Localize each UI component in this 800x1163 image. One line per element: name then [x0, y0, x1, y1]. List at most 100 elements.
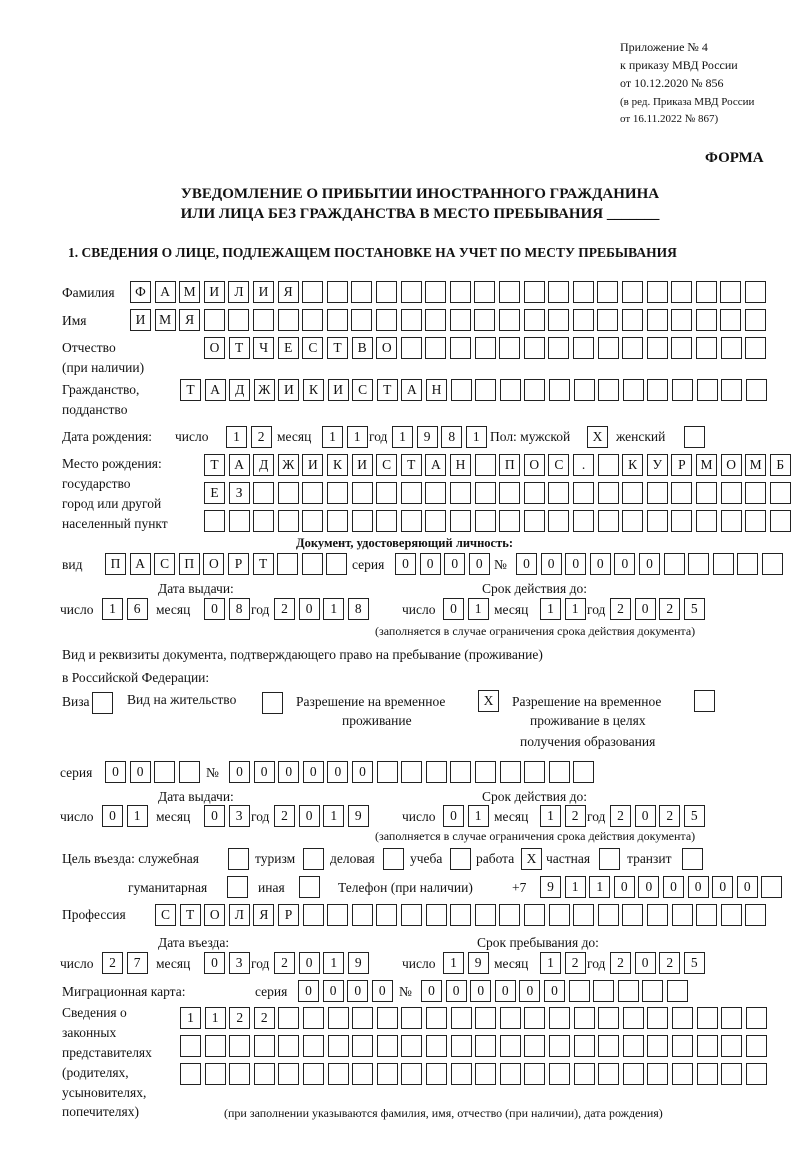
char-box[interactable] — [474, 482, 496, 504]
char-box[interactable]: 0 — [444, 553, 466, 575]
char-box[interactable]: Е — [277, 337, 299, 359]
char-box[interactable] — [646, 281, 668, 303]
char-box[interactable]: 0 — [468, 553, 490, 575]
checkbox[interactable]: X — [587, 426, 608, 448]
char-box[interactable]: И — [253, 281, 274, 303]
char-box[interactable]: Д — [229, 379, 251, 401]
char-box[interactable]: 0 — [102, 805, 123, 827]
char-box[interactable]: 0 — [614, 553, 636, 575]
char-box[interactable] — [573, 1007, 595, 1029]
char-box[interactable] — [617, 980, 639, 1002]
char-box[interactable] — [642, 980, 664, 1002]
char-box[interactable] — [597, 482, 619, 504]
char-box[interactable]: В — [351, 337, 373, 359]
char-box[interactable]: 1 — [180, 1007, 201, 1029]
char-box[interactable]: 2 — [659, 598, 681, 620]
checkbox[interactable]: X — [521, 848, 542, 870]
char-box[interactable]: Т — [400, 454, 422, 476]
char-box[interactable] — [622, 337, 644, 359]
char-box[interactable]: 1 — [564, 598, 586, 620]
char-box[interactable] — [302, 510, 324, 532]
char-box[interactable] — [474, 510, 496, 532]
char-box[interactable]: П — [178, 553, 200, 575]
char-box[interactable]: А — [154, 281, 176, 303]
char-box[interactable] — [745, 309, 766, 331]
char-box[interactable] — [671, 337, 693, 359]
char-box[interactable]: М — [745, 454, 767, 476]
char-box[interactable]: 1 — [126, 805, 148, 827]
char-box[interactable] — [302, 482, 324, 504]
char-box[interactable] — [745, 510, 767, 532]
char-box[interactable]: Л — [228, 281, 250, 303]
char-box[interactable]: Т — [180, 379, 201, 401]
char-box[interactable] — [695, 281, 717, 303]
char-box[interactable] — [228, 510, 250, 532]
char-box[interactable]: Р — [671, 454, 693, 476]
char-box[interactable] — [475, 761, 496, 783]
char-box[interactable]: 0 — [540, 553, 562, 575]
checkbox[interactable] — [383, 848, 404, 870]
char-box[interactable]: 0 — [443, 598, 464, 620]
char-box[interactable]: 0 — [204, 598, 225, 620]
char-box[interactable] — [327, 1063, 349, 1085]
char-box[interactable]: 0 — [736, 876, 758, 898]
char-box[interactable]: 1 — [226, 426, 247, 448]
checkbox[interactable] — [92, 692, 113, 714]
char-box[interactable]: Я — [253, 904, 275, 926]
char-box[interactable]: Ч — [253, 337, 275, 359]
checkbox[interactable] — [682, 848, 703, 870]
char-box[interactable] — [499, 761, 521, 783]
char-box[interactable]: 0 — [204, 805, 225, 827]
char-box[interactable]: 2 — [229, 1007, 251, 1029]
char-box[interactable] — [598, 1035, 620, 1057]
char-box[interactable]: 1 — [204, 1007, 226, 1029]
char-box[interactable] — [712, 553, 734, 575]
char-box[interactable]: 1 — [467, 805, 489, 827]
char-box[interactable]: И — [278, 379, 300, 401]
char-box[interactable] — [475, 1063, 497, 1085]
char-box[interactable] — [376, 281, 397, 303]
char-box[interactable] — [474, 454, 496, 476]
char-box[interactable] — [204, 510, 225, 532]
checkbox[interactable] — [299, 876, 320, 898]
char-box[interactable]: 7 — [126, 952, 148, 974]
char-box[interactable] — [277, 309, 299, 331]
char-box[interactable]: С — [302, 337, 324, 359]
char-box[interactable] — [474, 904, 496, 926]
char-box[interactable]: 0 — [470, 980, 492, 1002]
char-box[interactable] — [548, 482, 570, 504]
char-box[interactable]: 0 — [544, 980, 565, 1002]
char-box[interactable] — [597, 454, 619, 476]
char-box[interactable] — [204, 1063, 226, 1085]
char-box[interactable] — [352, 1063, 374, 1085]
char-box[interactable] — [376, 1063, 398, 1085]
char-box[interactable] — [524, 379, 546, 401]
char-box[interactable]: 9 — [416, 426, 438, 448]
char-box[interactable] — [425, 337, 447, 359]
char-box[interactable] — [549, 379, 570, 401]
char-box[interactable]: 1 — [589, 876, 611, 898]
char-box[interactable] — [548, 337, 570, 359]
char-box[interactable] — [671, 281, 693, 303]
char-box[interactable] — [745, 337, 767, 359]
char-box[interactable]: 2 — [659, 805, 681, 827]
char-box[interactable] — [400, 510, 422, 532]
char-box[interactable] — [425, 761, 447, 783]
char-box[interactable] — [475, 1007, 497, 1029]
char-box[interactable] — [769, 510, 791, 532]
char-box[interactable] — [376, 1007, 398, 1029]
char-box[interactable] — [721, 1035, 743, 1057]
char-box[interactable] — [573, 761, 595, 783]
char-box[interactable] — [351, 281, 373, 303]
char-box[interactable] — [499, 482, 521, 504]
char-box[interactable] — [524, 1007, 546, 1029]
char-box[interactable]: 1 — [323, 598, 345, 620]
char-box[interactable] — [376, 1035, 398, 1057]
char-box[interactable]: Д — [253, 454, 275, 476]
char-box[interactable] — [351, 510, 373, 532]
char-box[interactable] — [178, 761, 200, 783]
char-box[interactable]: . — [573, 454, 594, 476]
char-box[interactable] — [646, 337, 668, 359]
char-box[interactable]: А — [204, 379, 226, 401]
char-box[interactable] — [475, 1035, 497, 1057]
